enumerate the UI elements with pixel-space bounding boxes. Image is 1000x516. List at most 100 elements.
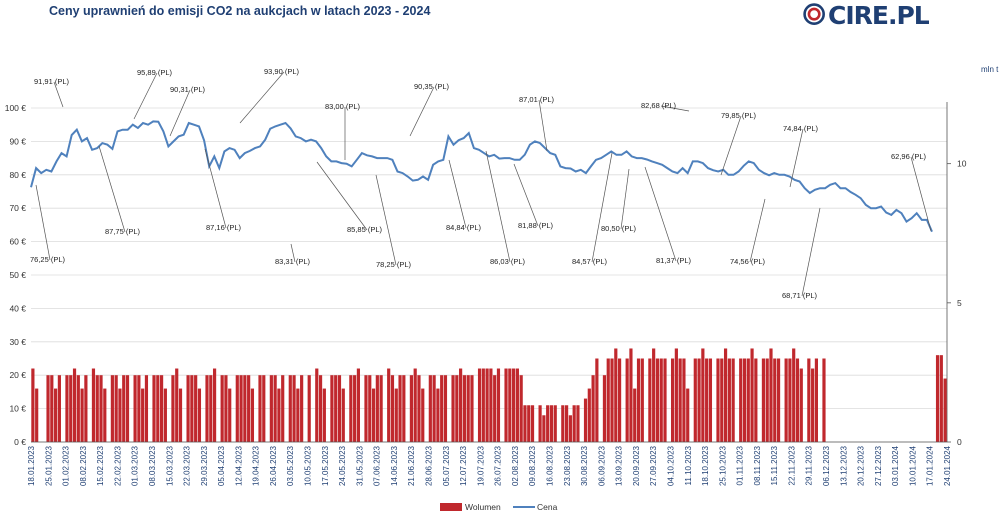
- volume-bar: [606, 358, 610, 442]
- volume-bar: [413, 368, 417, 442]
- volume-bar: [322, 388, 326, 442]
- legend-volume-swatch: [440, 503, 462, 511]
- volume-bar: [477, 368, 482, 442]
- y-tick-label: 70 €: [9, 203, 26, 213]
- callout-line: [290, 243, 296, 263]
- volume-bar: [462, 375, 466, 442]
- x-tick-label: 17.05.2023: [321, 445, 330, 486]
- callout-line: [485, 150, 511, 263]
- volume-bar: [428, 375, 432, 442]
- volume-bar: [515, 368, 519, 442]
- volume-bar: [750, 348, 754, 442]
- volume-bar: [538, 405, 542, 442]
- callout-line: [448, 159, 467, 229]
- callout-line: [910, 156, 932, 232]
- volume-bar: [561, 405, 565, 442]
- x-tick-label: 26.07.2023: [494, 445, 503, 486]
- callout-line: [204, 148, 227, 229]
- x-tick-label: 14.06.2023: [390, 445, 399, 486]
- volume-bar: [417, 375, 421, 442]
- volume-bar: [792, 348, 796, 442]
- volume-bar: [228, 388, 232, 442]
- x-tick-label: 15.02.2023: [96, 445, 105, 486]
- x-tick-label: 22.02.2023: [113, 445, 122, 486]
- volume-bar: [678, 358, 682, 442]
- price-callout-label: 90,31 (PL): [170, 85, 206, 94]
- price-callout-label: 87,01 (PL): [519, 95, 555, 104]
- x-tick-label: 08.03.2023: [148, 445, 157, 486]
- volume-bar: [625, 358, 629, 442]
- volume-bar: [178, 388, 183, 442]
- volume-bar: [349, 375, 353, 442]
- x-tick-label: 18.10.2023: [701, 445, 710, 486]
- callout-line: [316, 161, 368, 231]
- callout-line: [169, 89, 191, 137]
- volume-bar: [436, 388, 440, 442]
- price-callout-label: 62,96 (PL): [891, 152, 927, 161]
- volume-bar: [337, 375, 342, 442]
- volume-bar: [822, 358, 826, 442]
- volume-bar: [269, 375, 273, 442]
- volume-bar: [553, 405, 557, 442]
- volume-bar: [368, 375, 372, 442]
- volume-bar: [239, 375, 243, 442]
- volume-bar: [720, 358, 724, 442]
- x-tick-label: 24.01.2024: [943, 445, 952, 486]
- callout-line: [789, 128, 804, 188]
- price-line: [30, 120, 933, 233]
- volume-bar: [754, 358, 758, 442]
- volume-bar: [250, 388, 255, 442]
- volume-bar: [727, 358, 731, 442]
- x-tick-label: 17.01.2024: [926, 445, 935, 486]
- callout-line: [409, 86, 435, 137]
- volume-bar: [190, 375, 194, 442]
- x-tick-label: 27.09.2023: [649, 445, 658, 486]
- callout-line: [53, 81, 64, 108]
- volume-bar: [652, 348, 656, 442]
- chart-title: Ceny uprawnień do emisji CO2 na aukcjach…: [49, 4, 431, 18]
- price-callout-label: 95,89 (PL): [137, 68, 173, 77]
- callout-line: [513, 163, 539, 227]
- volume-bar: [523, 405, 527, 442]
- price-callout-label: 87,75 (PL): [105, 227, 141, 236]
- volume-bar: [247, 375, 251, 442]
- y-right-tick-label: 10: [957, 159, 967, 169]
- volume-bar: [114, 375, 118, 442]
- price-callout-label: 82,68 (PL): [641, 101, 677, 110]
- volume-bar: [356, 368, 361, 442]
- volume-bar: [122, 375, 126, 442]
- x-tick-label: 11.10.2023: [684, 445, 693, 485]
- volume-bar: [542, 415, 546, 442]
- x-tick-label: 22.11.2023: [787, 445, 796, 485]
- x-tick-label: 20.12.2023: [857, 445, 866, 486]
- y-right-tick-label: 0: [957, 437, 962, 447]
- x-tick-label: 29.03.2023: [200, 445, 209, 486]
- volume-bar: [110, 375, 114, 442]
- volume-bar: [549, 405, 554, 442]
- volume-bar: [512, 368, 516, 442]
- price-callout-label: 74,84 (PL): [783, 124, 819, 133]
- volume-bar: [72, 368, 77, 442]
- callout-line: [620, 168, 630, 230]
- x-tick-label: 03.05.2023: [286, 445, 295, 486]
- x-tick-label: 04.10.2023: [666, 445, 675, 486]
- volume-bar: [398, 375, 402, 442]
- volume-bar: [212, 368, 217, 442]
- volume-bar: [118, 388, 122, 442]
- x-tick-label: 10.05.2023: [304, 445, 313, 486]
- x-tick-label: 28.06.2023: [425, 445, 434, 486]
- volume-bar: [152, 375, 156, 442]
- volume-bar: [807, 358, 811, 442]
- legend-price-label: Cena: [537, 502, 558, 512]
- volume-bar: [583, 398, 588, 442]
- volume-bar: [776, 358, 781, 442]
- x-tick-label: 18.01.2023: [27, 445, 36, 486]
- volume-bar: [220, 375, 224, 442]
- volume-bar: [103, 388, 107, 442]
- price-callout-label: 68,71 (PL): [782, 291, 818, 300]
- volume-bar: [659, 358, 663, 442]
- volume-bar: [91, 368, 96, 442]
- price-callout-label: 76,25 (PL): [30, 255, 66, 264]
- volume-bar: [80, 388, 84, 442]
- volume-bar: [519, 375, 523, 442]
